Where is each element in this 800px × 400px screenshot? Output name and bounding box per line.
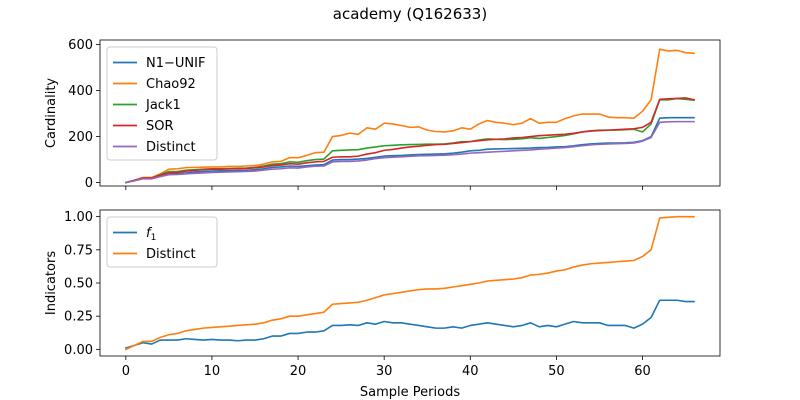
legend-label: Distinct (146, 140, 196, 155)
x-tick-label: 30 (376, 364, 393, 379)
panel-1: 0 200 400 600 Cardinality N1−UNIF Chao92 Jack1 S… (44, 38, 721, 191)
y-tick-label: 0.00 (64, 343, 93, 358)
x-tick-label: 60 (634, 364, 651, 379)
x-tick-label: 40 (462, 364, 479, 379)
legend-label: N1−UNIF (146, 56, 205, 71)
series-line-1-1 (125, 116, 695, 184)
x-axis-label: Sample Periods (360, 385, 460, 400)
y-tick-label: 600 (68, 38, 93, 53)
x-tick-label: 10 (204, 364, 221, 379)
legend-label: f1 (146, 226, 156, 243)
series-line-1-4 (125, 97, 695, 184)
y-tick-label: 0.75 (64, 243, 93, 258)
x-tick-label: 20 (290, 364, 307, 379)
legend-box (106, 216, 218, 268)
series-line-2-1 (125, 299, 695, 349)
series-line-1-2 (125, 48, 695, 184)
legend-label: SOR (146, 119, 174, 134)
y-tick-label: 200 (68, 130, 93, 145)
y-tick-label: 0.50 (64, 277, 93, 292)
legend-label: Chao92 (146, 77, 196, 92)
legend-label: Distinct (146, 247, 196, 262)
series-line-1-5 (125, 120, 695, 184)
x-tick-label: 50 (548, 364, 565, 379)
axes-frame (99, 39, 721, 187)
panel-2: 0 10 20 30 40 50 60 0.00 0.25 0.50 0.75 1.00 Indicat… (44, 209, 721, 400)
y-tick-label: 400 (68, 84, 93, 99)
legend-label: Jack1 (145, 98, 181, 113)
legend: N1−UNIF Chao92 Jack1 SOR Distinct (106, 46, 218, 161)
y-tick-label: 0.25 (64, 310, 93, 325)
legend-box (106, 46, 218, 161)
y-tick-label: 0 (85, 176, 93, 191)
x-tick-label: 0 (122, 364, 130, 379)
y-axis-label: Indicators (44, 251, 59, 315)
figure-title: academy (Q162633) (333, 5, 487, 23)
y-tick-label: 1.00 (64, 210, 93, 225)
series-line-2-2 (125, 215, 695, 351)
y-axis-label: Cardinality (44, 78, 59, 149)
legend: f1 Distinct (106, 216, 218, 268)
